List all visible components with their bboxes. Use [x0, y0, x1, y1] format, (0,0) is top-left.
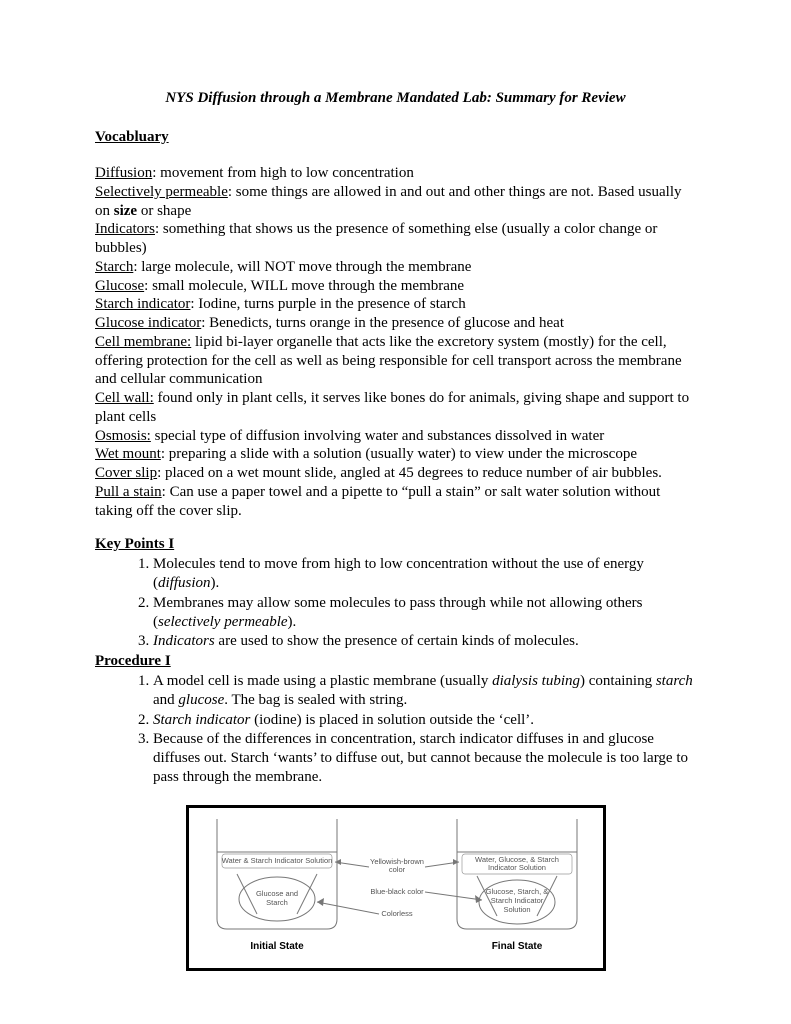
text: are used to show the presence of certain…	[215, 633, 579, 649]
inner-label: Glucose, Starch, &	[485, 887, 548, 896]
vocab-def: : preparing a slide with a solution (usu…	[161, 446, 637, 462]
vocab-def: : placed on a wet mount slide, angled at…	[157, 465, 662, 481]
vocab-def: : Can use a paper towel and a pipette to…	[95, 484, 660, 519]
vocab-term: Starch	[95, 259, 133, 275]
text: . The bag is sealed with string.	[224, 692, 407, 708]
vocab-heading: Vocabluary	[95, 129, 696, 146]
text-italic: selectively permeable	[158, 614, 288, 630]
vocab-term: Osmosis:	[95, 428, 151, 444]
vocab-term: Cover slip	[95, 465, 157, 481]
text-italic: diffusion	[158, 575, 211, 591]
diagram-frame: Water & Starch Indicator Solution Glucos…	[186, 805, 606, 971]
vocab-term: membrane:	[120, 334, 191, 350]
text: Because of the differences in concentrat…	[153, 731, 688, 785]
vocab-def: special type of diffusion involving wate…	[151, 428, 604, 444]
text-italic: glucose	[178, 692, 224, 708]
inner-label: Starch Indicator	[490, 896, 543, 905]
caption-initial: Initial State	[250, 941, 304, 952]
list-item: Molecules tend to move from high to low …	[153, 555, 696, 593]
diffusion-diagram: Water & Starch Indicator Solution Glucos…	[197, 814, 597, 964]
text: ).	[288, 614, 297, 630]
text: ) containing	[580, 673, 656, 689]
caption-final: Final State	[491, 941, 542, 952]
list-item: Membranes may allow some molecules to pa…	[153, 594, 696, 632]
vocab-def: : large molecule, will NOT move through …	[133, 259, 471, 275]
text: and	[153, 692, 178, 708]
text-italic: starch	[656, 673, 693, 689]
vocab-term: Selectively permeable	[95, 184, 228, 200]
text: (iodine) is placed in solution outside t…	[250, 712, 534, 728]
color-label: Colorless	[381, 909, 413, 918]
vocab-def: : something that shows us the presence o…	[95, 221, 657, 256]
text: A model cell is made using a plastic mem…	[153, 673, 492, 689]
text-italic: dialysis tubing	[492, 673, 580, 689]
color-label: color	[388, 865, 405, 874]
vocab-def: found only in plant cells, it serves lik…	[95, 390, 689, 425]
text: ).	[211, 575, 220, 591]
outer-label: Indicator Solution	[488, 863, 546, 872]
text-italic: Starch indicator	[153, 712, 250, 728]
vocab-def: : small molecule, WILL move through the …	[144, 278, 464, 294]
list-item: Indicators are used to show the presence…	[153, 632, 696, 651]
document-page: NYS Diffusion through a Membrane Mandate…	[0, 0, 791, 1011]
vocab-term: Wet mount	[95, 446, 161, 462]
list-item: Starch indicator (iodine) is placed in s…	[153, 711, 696, 730]
vocab-term-pre: Cell	[95, 334, 120, 350]
text: Molecules tend to move from high to low …	[153, 556, 644, 591]
keypoints-heading: Key Points I	[95, 536, 696, 553]
page-title: NYS Diffusion through a Membrane Mandate…	[95, 90, 696, 107]
vocab-def-bold: size	[114, 203, 137, 219]
vocab-term: Cell wall:	[95, 390, 154, 406]
inner-label: Starch	[266, 898, 288, 907]
procedure-list: A model cell is made using a plastic mem…	[95, 672, 696, 787]
list-item: A model cell is made using a plastic mem…	[153, 672, 696, 710]
inner-label: Glucose and	[255, 889, 297, 898]
diagram-container: Water & Starch Indicator Solution Glucos…	[186, 805, 606, 971]
vocab-def: : movement from high to low concentratio…	[152, 165, 414, 181]
vocab-term: Indicators	[95, 221, 155, 237]
vocab-term: Diffusion	[95, 165, 152, 181]
vocab-def: : Benedicts, turns orange in the presenc…	[201, 315, 564, 331]
procedure-heading: Procedure I	[95, 653, 696, 670]
text-italic: Indicators	[153, 633, 215, 649]
vocab-def: or shape	[137, 203, 191, 219]
keypoints-list: Molecules tend to move from high to low …	[95, 555, 696, 651]
vocabulary-block: Diffusion: movement from high to low con…	[95, 164, 696, 520]
outer-label: Water & Starch Indicator Solution	[221, 856, 332, 865]
vocab-term: Pull a stain	[95, 484, 162, 500]
beaker-final: Water, Glucose, & Starch Indicator Solut…	[457, 819, 577, 952]
color-label: Blue-black color	[370, 887, 424, 896]
vocab-def: : Iodine, turns purple in the presence o…	[190, 296, 465, 312]
inner-label: Solution	[503, 905, 530, 914]
beaker-initial: Water & Starch Indicator Solution Glucos…	[217, 819, 337, 952]
vocab-term: Glucose	[95, 278, 144, 294]
list-item: Because of the differences in concentrat…	[153, 730, 696, 786]
vocab-term: Starch indicator	[95, 296, 190, 312]
vocab-term: Glucose indicator	[95, 315, 201, 331]
